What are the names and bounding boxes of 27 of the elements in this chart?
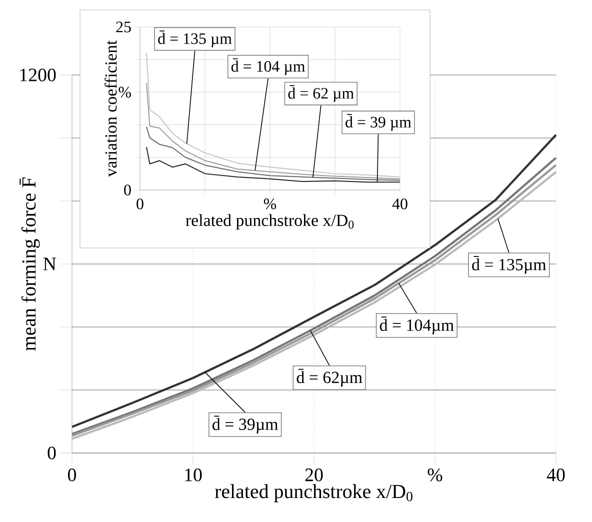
annotation: d̄ = 39 µm	[346, 114, 412, 131]
annotation: d̄ = 135µm	[472, 256, 546, 274]
y-axis-title: mean forming force F̄	[20, 178, 40, 351]
annotation: d̄ = 135 µm	[158, 30, 232, 48]
x-tick-label: 10	[185, 468, 202, 482]
y-tick-label: N	[43, 258, 56, 270]
y-tick-label: 1200	[20, 68, 56, 82]
annotation: d̄ = 62µm	[296, 368, 362, 387]
x-axis-title: related punchstroke x/D$_{0}$	[214, 484, 412, 502]
annotation: d̄ = 104 µm	[231, 58, 305, 76]
x-tick-label: 0	[68, 468, 76, 482]
x-axis-title: related punchstroke x/D$_{0}$	[186, 214, 354, 230]
annotation: d̄ = 39µm	[212, 416, 278, 434]
x-tick-label: %	[264, 198, 276, 210]
x-tick-label: 40	[546, 468, 565, 482]
x-tick-label: 20	[305, 468, 323, 482]
y-tick-label: 25	[116, 22, 131, 32]
annotation: d̄ = 104µm	[380, 316, 454, 334]
line-series	[146, 146, 401, 183]
x-tick-label: %	[428, 468, 442, 482]
x-tick-label: 0	[136, 198, 144, 210]
y-tick-label: %	[118, 86, 131, 98]
annotation: d̄ = 62 µm	[288, 85, 354, 102]
x-tick-label: 40	[392, 198, 408, 210]
y-tick-label: 0	[48, 446, 56, 460]
y-axis-title: variation coefficient	[104, 40, 117, 177]
y-tick-label: 0	[124, 184, 131, 196]
